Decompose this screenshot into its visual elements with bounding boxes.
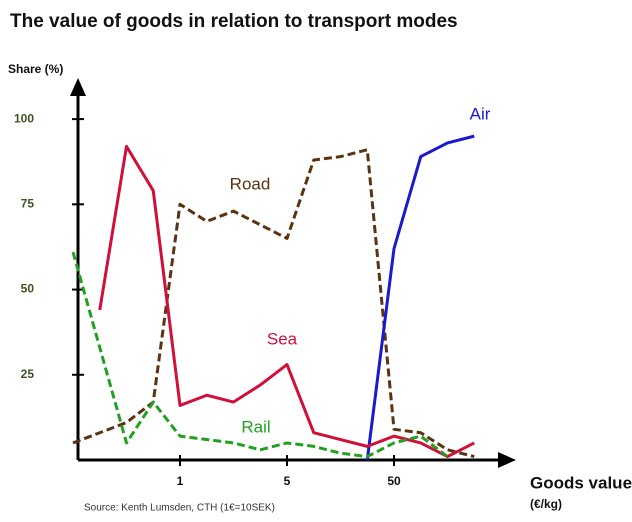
x-tick-label: 1 — [177, 474, 184, 488]
x-tick-label: 50 — [387, 474, 401, 488]
y-tick-label: 50 — [21, 282, 35, 296]
series-line — [71, 251, 449, 459]
x-tick-label: 5 — [284, 474, 291, 488]
series-label: Road — [230, 174, 271, 193]
series-label: Rail — [241, 417, 270, 436]
source-note: Source: Kenth Lumsden, CTH (1€=10SEK) — [84, 503, 275, 514]
y-tick-label: 100 — [14, 111, 34, 125]
x-axis-label: Goods value — [530, 473, 632, 492]
y-tick-label: 75 — [21, 196, 35, 210]
series-label: Sea — [267, 329, 298, 348]
chart-title: The value of goods in relation to transp… — [10, 11, 458, 32]
series-line — [365, 134, 475, 461]
series-line — [72, 148, 475, 459]
series-line — [98, 144, 475, 459]
x-axis-unit: (€/kg) — [530, 497, 562, 511]
x-axis-arrow — [498, 452, 516, 468]
y-axis-arrow — [70, 78, 86, 96]
series-label: Air — [470, 104, 491, 123]
y-tick-label: 25 — [21, 367, 35, 381]
y-axis-label: Share (%) — [8, 62, 63, 76]
